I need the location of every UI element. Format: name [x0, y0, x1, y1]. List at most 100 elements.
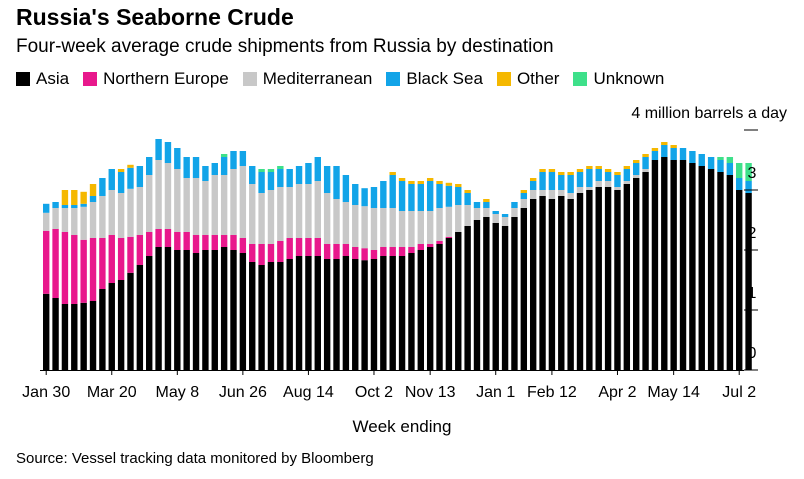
bar-segment-northern-europe-13: [164, 229, 172, 247]
bar-segment-asia-58: [586, 190, 593, 370]
bar-segment-black-sea-2: [61, 205, 69, 208]
bar-segment-black-sea-23: [258, 172, 265, 193]
source-note: Source: Vessel tracking data monitored b…: [16, 450, 374, 467]
legend-swatch-mediterranean: [242, 72, 257, 86]
bar-segment-mediterranean-1: [52, 208, 59, 229]
bar-segment-black-sea-3: [71, 205, 78, 208]
bar-segment-black-sea-27: [295, 166, 303, 184]
bar-segment-black-sea-30: [323, 166, 331, 193]
bar-segment-other-60: [604, 169, 612, 172]
bar-segment-northern-europe-15: [183, 232, 190, 250]
bar-segment-asia-64: [642, 172, 649, 370]
x-tick-label-nov-13: Nov 13: [405, 384, 456, 401]
bar-segment-black-sea-12: [155, 139, 162, 160]
bar-segment-mediterranean-61: [614, 187, 621, 190]
bar-segment-black-sea-9: [127, 167, 134, 189]
bar-segment-asia-32: [342, 256, 350, 370]
y-tick-label-1: 1: [748, 285, 757, 302]
bar-segment-mediterranean-43: [445, 206, 453, 237]
bar-segment-asia-75: [745, 193, 752, 370]
bar-segment-black-sea-73: [726, 163, 734, 175]
legend-item-asia: Asia: [16, 69, 69, 89]
legend-item-other: Other: [496, 69, 560, 89]
bar-segment-black-sea-75: [745, 181, 752, 193]
legend-item-mediterranean: Mediterranean: [242, 69, 372, 89]
bar-segment-black-sea-52: [529, 181, 537, 190]
bar-segment-other-64: [642, 154, 649, 157]
bar-segment-northern-europe-18: [211, 235, 218, 250]
bar-segment-northern-europe-36: [380, 247, 387, 256]
bar-segment-northern-europe-14: [174, 232, 181, 250]
bar-segment-asia-54: [548, 199, 556, 370]
bar-segment-black-sea-68: [679, 148, 687, 160]
bar-segment-northern-europe-23: [258, 244, 265, 265]
bar-segment-black-sea-56: [567, 175, 574, 193]
bar-segment-asia-31: [333, 259, 340, 370]
bar-segment-mediterranean-17: [202, 181, 209, 235]
bar-segment-black-sea-15: [183, 157, 190, 178]
bar-segment-northern-europe-10: [136, 235, 144, 265]
bars-group: [43, 139, 752, 370]
bar-segment-mediterranean-8: [117, 193, 125, 238]
bar-segment-mediterranean-19: [220, 175, 228, 235]
bar-segment-black-sea-33: [352, 184, 359, 205]
bar-segment-northern-europe-34: [361, 248, 368, 261]
bar-segment-black-sea-69: [689, 151, 696, 163]
bar-segment-black-sea-36: [380, 181, 387, 208]
bar-segment-asia-18: [211, 250, 218, 370]
bar-segment-mediterranean-14: [174, 169, 181, 232]
x-axis-title: Week ending: [352, 417, 452, 436]
bar-segment-mediterranean-44: [455, 205, 462, 232]
bar-segment-northern-europe-29: [314, 238, 321, 256]
bar-segment-asia-46: [473, 220, 481, 370]
bar-segment-asia-68: [679, 160, 687, 370]
bar-segment-mediterranean-33: [352, 205, 359, 247]
bar-segment-mediterranean-30: [323, 193, 331, 244]
bar-segment-mediterranean-42: [436, 208, 443, 241]
bar-segment-mediterranean-45: [464, 205, 471, 226]
bar-segment-other-44: [455, 184, 462, 187]
bar-segment-asia-47: [483, 217, 490, 370]
bar-segment-mediterranean-22: [249, 184, 256, 244]
x-tick-label-feb-12: Feb 12: [527, 384, 577, 401]
legend-item-black-sea: Black Sea: [386, 69, 483, 89]
bar-segment-mediterranean-13: [164, 163, 172, 229]
bar-segment-other-42: [436, 181, 443, 184]
bar-segment-asia-25: [277, 262, 284, 370]
bar-segment-black-sea-39: [408, 184, 415, 211]
bar-segment-black-sea-45: [464, 193, 471, 205]
bar-segment-mediterranean-9: [127, 188, 134, 237]
bar-segment-other-9: [127, 164, 134, 168]
bar-segment-black-sea-13: [164, 142, 172, 163]
bar-segment-black-sea-28: [305, 163, 312, 184]
bar-segment-northern-europe-19: [220, 235, 228, 247]
bar-segment-black-sea-59: [595, 169, 602, 181]
bar-segment-black-sea-29: [314, 157, 321, 181]
bar-segment-asia-44: [455, 232, 462, 370]
bar-segment-black-sea-44: [455, 187, 462, 205]
bar-segment-black-sea-22: [249, 166, 256, 184]
bar-segment-mediterranean-29: [314, 181, 321, 238]
bar-segment-mediterranean-5: [89, 202, 97, 238]
bar-segment-black-sea-24: [267, 172, 275, 190]
bar-segment-black-sea-31: [333, 166, 340, 199]
bar-segment-black-sea-11: [146, 157, 153, 175]
bar-segment-mediterranean-15: [183, 178, 190, 232]
y-axis-unit-label: 4 million barrels a day: [631, 105, 787, 122]
bar-segment-other-51: [520, 190, 528, 193]
bar-segment-northern-europe-26: [286, 238, 293, 259]
bar-segment-asia-61: [614, 190, 621, 370]
bar-segment-other-39: [408, 181, 415, 184]
bar-segment-asia-73: [726, 175, 734, 370]
y-tick-label-3: 3: [748, 165, 757, 182]
bar-segment-black-sea-17: [202, 166, 209, 181]
bar-segment-northern-europe-21: [239, 238, 247, 253]
bar-segment-other-66: [661, 142, 668, 145]
bar-segment-mediterranean-55: [558, 190, 565, 196]
bar-segment-other-45: [464, 190, 471, 193]
bar-segment-asia-65: [651, 160, 659, 370]
legend-label-other: Other: [516, 69, 560, 88]
bar-segment-asia-1: [52, 298, 59, 370]
bar-segment-other-65: [651, 148, 659, 151]
bar-segment-unknown-19: [220, 154, 228, 157]
